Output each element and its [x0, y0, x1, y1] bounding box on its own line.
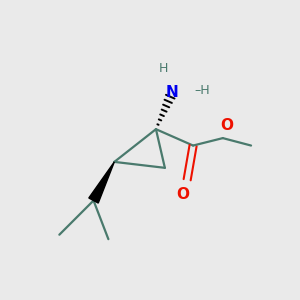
Text: O: O [220, 118, 233, 134]
Text: N: N [166, 85, 179, 100]
Text: O: O [176, 187, 189, 202]
Text: –H: –H [195, 84, 210, 97]
Text: H: H [159, 62, 168, 75]
Polygon shape [89, 162, 114, 203]
